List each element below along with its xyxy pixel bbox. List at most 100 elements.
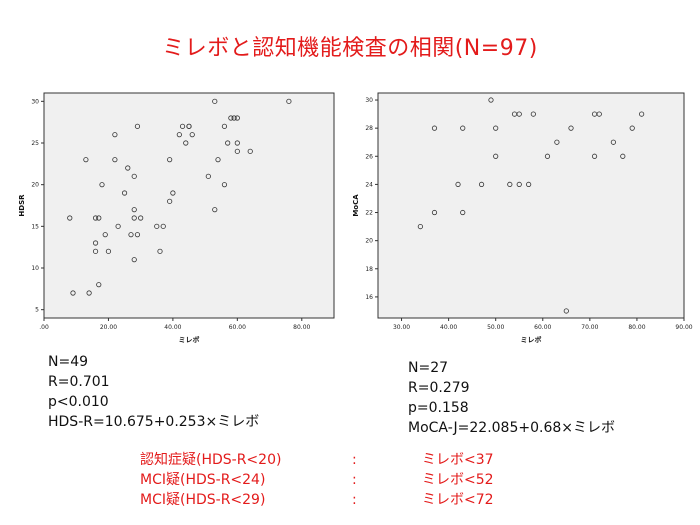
y-tick-label: 30 (365, 97, 373, 104)
data-point (431, 209, 438, 216)
y-tick-label: 20 (31, 182, 39, 189)
cutoff-value: ミレボ<52 (422, 472, 494, 488)
data-point (83, 157, 89, 163)
cutoff-separator: : (352, 452, 357, 468)
x-axis-label: ミレボ (179, 335, 200, 344)
moca-statistics: N=27 R=0.279 p=0.158 MoCA-J=22.085+0.68×… (408, 358, 615, 438)
x-tick-label: 40.00 (164, 324, 181, 331)
data-point (286, 98, 292, 104)
data-point (610, 139, 616, 145)
data-point (554, 139, 560, 145)
data-point (596, 111, 602, 117)
y-axis-label: MoCA (352, 194, 360, 217)
moca-plot-frame (377, 92, 685, 319)
data-point (544, 153, 551, 159)
data-point (128, 232, 134, 238)
x-tick-label: 50.00 (487, 324, 504, 331)
moca-p: p=0.158 (408, 400, 469, 416)
data-point (167, 157, 173, 163)
data-point (154, 223, 160, 229)
data-point (176, 132, 182, 138)
data-point (225, 140, 231, 146)
data-point (516, 181, 522, 188)
data-point (102, 232, 108, 238)
data-point (112, 157, 118, 163)
data-point (629, 125, 635, 131)
data-point (507, 181, 513, 188)
data-point (234, 115, 240, 121)
data-point (205, 173, 211, 179)
cutoff-value: ミレボ<37 (422, 452, 494, 468)
y-tick-label: 15 (31, 223, 39, 230)
data-point (157, 248, 163, 254)
data-point (488, 97, 494, 103)
y-tick-label: 10 (31, 265, 39, 272)
data-point (183, 140, 189, 146)
data-point (138, 215, 144, 221)
data-point (231, 115, 237, 121)
moca-regression-equation: MoCA-J=22.085+0.68×ミレボ (408, 420, 615, 436)
y-tick-label: 18 (365, 266, 373, 273)
data-point (526, 181, 532, 188)
data-point (455, 181, 461, 188)
y-tick-label: 24 (365, 181, 373, 188)
page-title: ミレボと認知機能検査の相関(N=97) (162, 36, 538, 61)
data-point (167, 198, 173, 204)
data-point (131, 207, 137, 213)
data-point (170, 190, 176, 196)
y-tick-label: 30 (31, 98, 39, 105)
x-tick-label: 80.00 (628, 324, 645, 331)
hdsr-p: p<0.010 (48, 394, 109, 410)
x-tick-label: 80.00 (293, 324, 310, 331)
data-point (92, 240, 99, 246)
y-axis-label: HDSR (18, 194, 26, 217)
data-point (221, 123, 228, 129)
x-tick-label: 60.00 (229, 324, 246, 331)
cutoff-label: 認知症疑(HDS-R<20) (140, 452, 282, 468)
cutoff-value: ミレボ<72 (422, 492, 494, 508)
y-tick-label: 25 (31, 140, 39, 147)
data-point (179, 123, 186, 129)
hdsr-n: N=49 (48, 354, 89, 370)
data-point (591, 153, 598, 159)
moca-n: N=27 (408, 360, 449, 376)
x-tick-label: 90.00 (675, 324, 692, 331)
data-point (639, 111, 645, 117)
cutoff-separator: : (352, 492, 357, 508)
data-point (189, 132, 195, 138)
data-point (86, 290, 92, 296)
data-point (568, 125, 574, 131)
data-point (131, 215, 137, 221)
data-point (96, 282, 102, 288)
x-axis-label: ミレボ (521, 335, 542, 344)
data-point (620, 153, 626, 159)
y-tick-label: 16 (365, 294, 373, 301)
data-point (121, 190, 128, 196)
cutoff-label: MCI疑(HDS-R<24) (140, 472, 266, 488)
data-point (160, 223, 166, 229)
data-point (186, 123, 192, 129)
data-point (70, 290, 76, 296)
data-point (112, 132, 118, 138)
data-point (460, 209, 466, 216)
hdsr-regression-equation: HDS-R=10.675+0.253×ミレボ (48, 414, 260, 430)
data-point (99, 182, 105, 188)
moca-r: R=0.279 (408, 380, 470, 396)
data-point (215, 157, 221, 163)
data-point (247, 148, 253, 154)
data-point (105, 248, 112, 254)
x-tick-label: 30.00 (393, 324, 410, 331)
cutoff-separator: : (352, 472, 357, 488)
data-point (460, 125, 466, 131)
data-point (478, 181, 485, 188)
data-point (493, 153, 499, 159)
x-tick-label: 70.00 (581, 324, 598, 331)
hdsr-scatter-plot: .00 20.00 40.00 60.00 80.00 5 10 15 20 25 30 ミレボ HDS… (18, 92, 335, 344)
cutoff-label: MCI疑(HDS-R<29) (140, 492, 266, 508)
x-tick-label: 40.00 (440, 324, 457, 331)
data-point (228, 115, 234, 121)
y-tick-label: 28 (365, 125, 373, 132)
data-point (212, 98, 218, 104)
data-point (516, 111, 522, 117)
data-point (92, 215, 99, 221)
